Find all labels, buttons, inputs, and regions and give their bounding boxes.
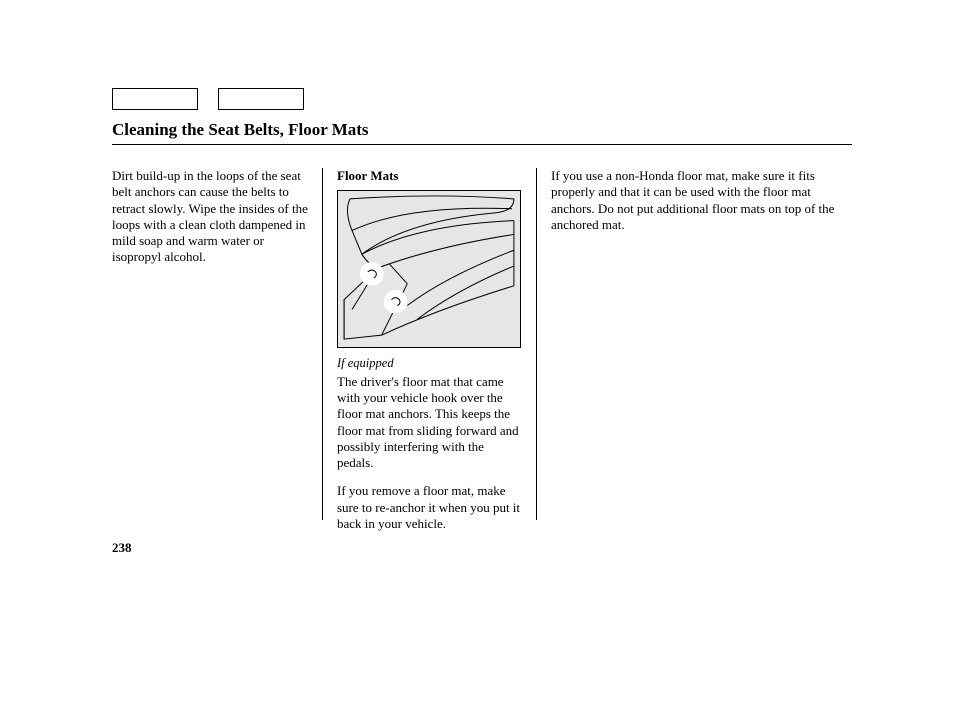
col3-paragraph-1: If you use a non-Honda floor mat, make s… bbox=[551, 168, 852, 233]
content-columns: Dirt build-up in the loops of the seat b… bbox=[112, 168, 852, 520]
column-1: Dirt build-up in the loops of the seat b… bbox=[112, 168, 322, 520]
top-placeholder-boxes bbox=[112, 88, 304, 110]
page-title: Cleaning the Seat Belts, Floor Mats bbox=[112, 120, 852, 140]
placeholder-box-1 bbox=[112, 88, 198, 110]
floor-mats-heading: Floor Mats bbox=[337, 168, 522, 184]
col2-paragraph-2: If you remove a floor mat, make sure to … bbox=[337, 483, 522, 532]
col1-paragraph-1: Dirt build-up in the loops of the seat b… bbox=[112, 168, 308, 266]
page-number: 238 bbox=[112, 540, 132, 556]
col2-paragraph-1: The driver's floor mat that came with yo… bbox=[337, 374, 522, 472]
column-2: Floor Mats bbox=[322, 168, 536, 520]
title-row: Cleaning the Seat Belts, Floor Mats bbox=[112, 120, 852, 145]
column-3: If you use a non-Honda floor mat, make s… bbox=[536, 168, 852, 520]
manual-page: Cleaning the Seat Belts, Floor Mats Dirt… bbox=[0, 0, 954, 710]
placeholder-box-2 bbox=[218, 88, 304, 110]
floor-mat-figure bbox=[337, 190, 521, 348]
floor-mat-illustration bbox=[338, 191, 520, 347]
figure-caption: If equipped bbox=[337, 356, 522, 372]
